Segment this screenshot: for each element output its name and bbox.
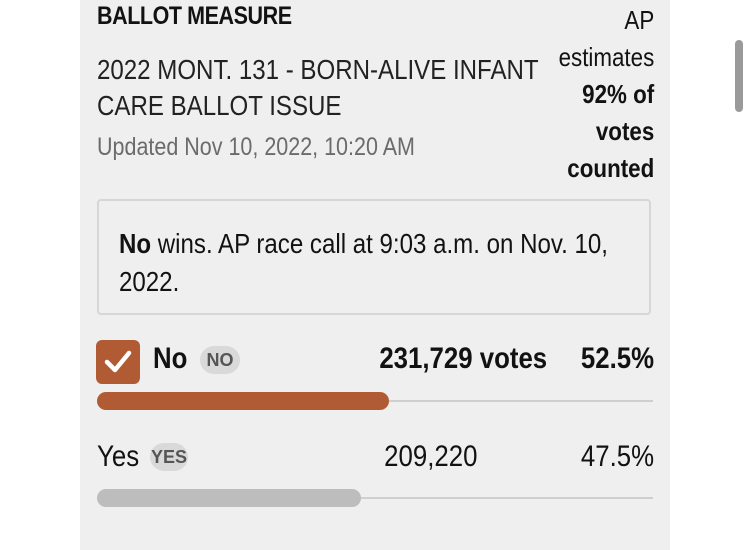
checkmark-icon	[104, 350, 132, 373]
result-bar-no	[97, 392, 389, 410]
race-call-box: No wins. AP race call at 9:03 a.m. on No…	[97, 199, 651, 315]
vote-count-yes: 209,220	[383, 440, 477, 473]
estimate-line-3: 92% of	[581, 79, 654, 109]
estimate-line-5: counted	[567, 153, 654, 183]
result-bar-yes	[97, 489, 361, 507]
updated-timestamp: Updated Nov 10, 2022, 10:20 AM	[97, 133, 415, 161]
race-title: 2022 MONT. 131 - BORN-ALIVE INFANT CARE …	[97, 54, 539, 121]
vote-percent-no: 52.5%	[580, 342, 654, 375]
candidate-name-no: No	[153, 342, 188, 375]
estimate-line-4: votes	[595, 116, 654, 146]
candidate-badge-yes: YES	[150, 443, 188, 471]
candidate-name-yes: Yes	[97, 440, 140, 473]
race-call-winner: No	[119, 228, 152, 259]
race-call-detail: wins. AP race call at 9:03 a.m. on Nov. …	[119, 228, 608, 297]
vote-percent-yes: 47.5%	[580, 440, 654, 473]
race-call-text: No wins. AP race call at 9:03 a.m. on No…	[119, 225, 635, 301]
race-kicker: BALLOT MEASURE	[97, 2, 292, 30]
vote-count-no: 231,729 votes	[379, 342, 547, 375]
scrollbar-thumb[interactable]	[735, 40, 743, 112]
candidate-badge-no: NO	[200, 346, 240, 374]
estimate-line-1: AP	[624, 5, 654, 35]
result-track-yes	[97, 497, 653, 499]
votes-counted-estimate: AP estimates 92% of votes counted	[558, 2, 654, 187]
winner-checkbox	[96, 340, 140, 384]
estimate-line-2: estimates	[558, 42, 654, 72]
